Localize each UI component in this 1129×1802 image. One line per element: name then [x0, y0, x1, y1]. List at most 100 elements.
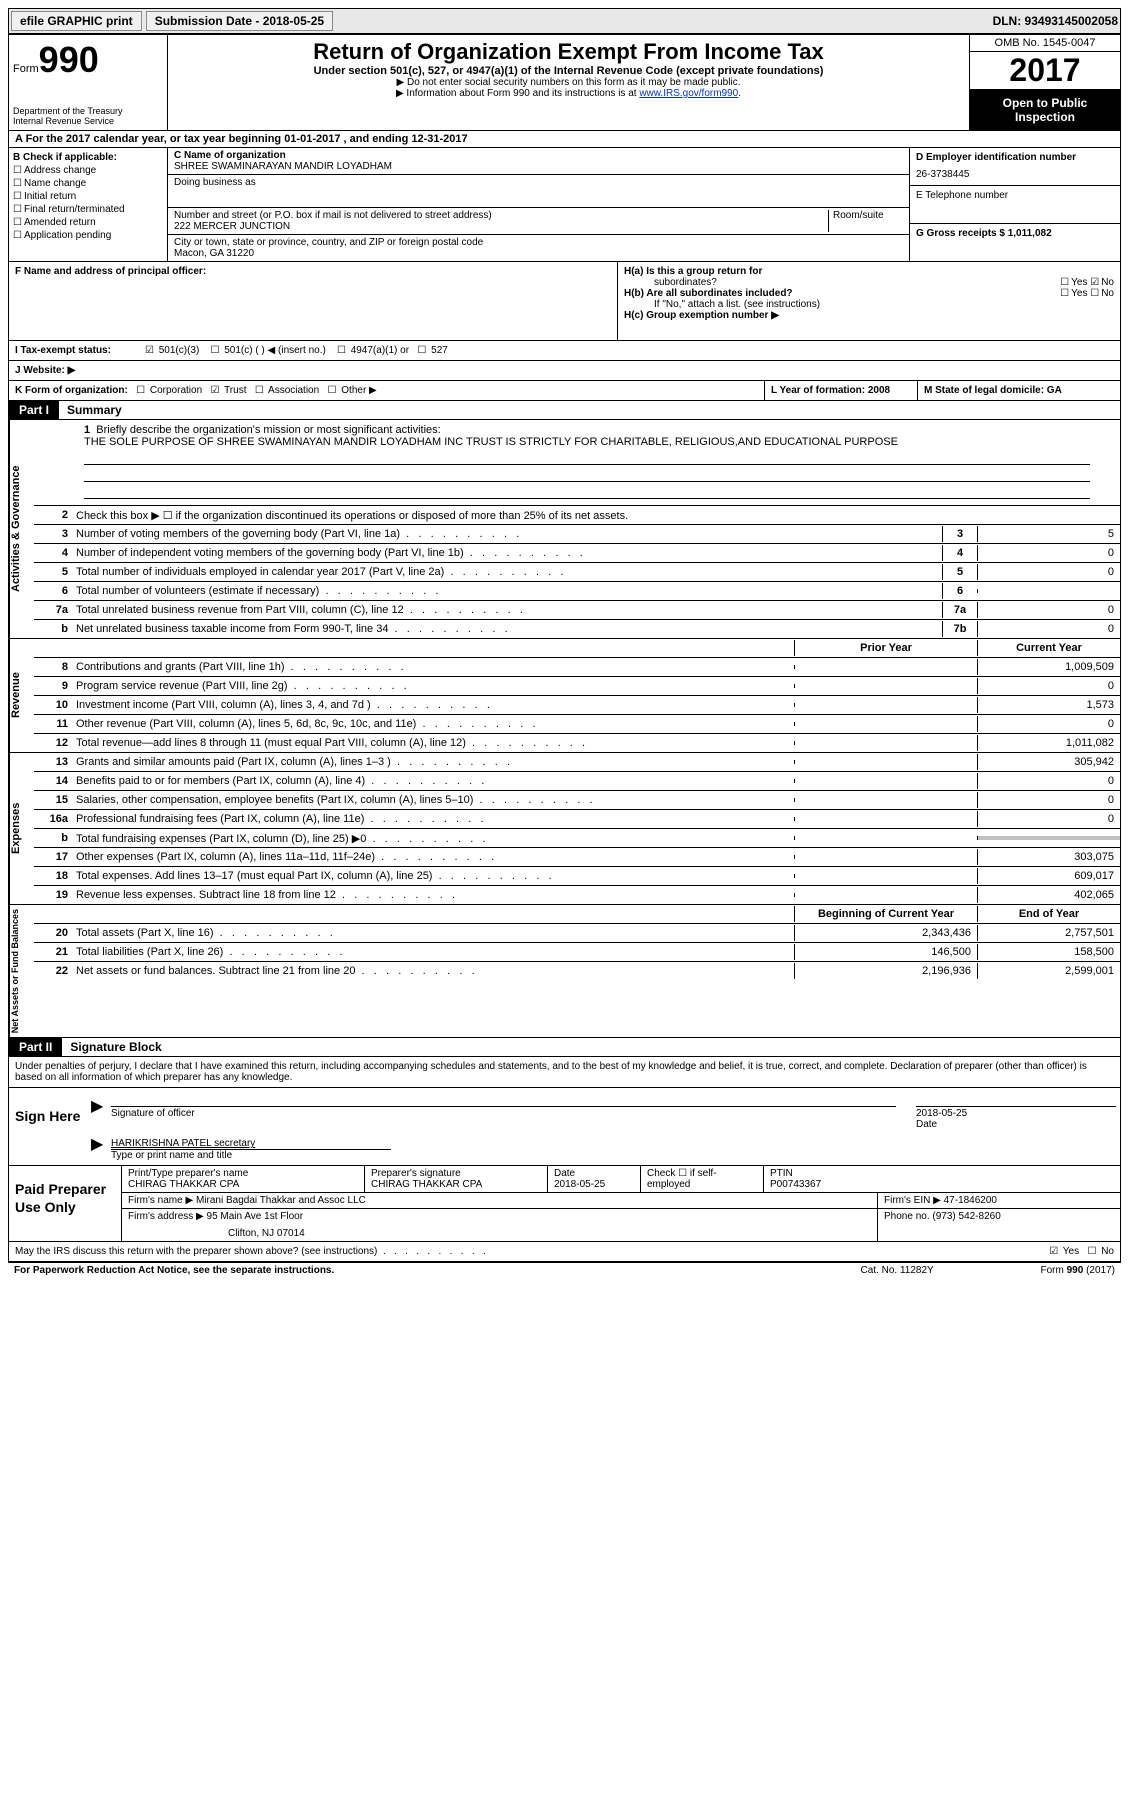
cat-no: Cat. No. 11282Y	[861, 1265, 1041, 1276]
efile-button[interactable]: efile GRAPHIC print	[11, 11, 142, 31]
table-row: 7aTotal unrelated business revenue from …	[34, 601, 1120, 620]
part-2-header: Part II Signature Block	[9, 1038, 1120, 1057]
check-final-return[interactable]: Final return/terminated	[13, 204, 163, 215]
tax-year: 2017	[970, 52, 1120, 90]
section-c: C Name of organization SHREE SWAMINARAYA…	[168, 148, 909, 261]
submission-button[interactable]: Submission Date - 2018-05-25	[146, 11, 333, 31]
ein-label: D Employer identification number	[916, 152, 1114, 163]
discuss-yes-check[interactable]	[1049, 1246, 1060, 1257]
firm-phone-label: Phone no.	[884, 1211, 930, 1222]
table-row: 3Number of voting members of the governi…	[34, 525, 1120, 544]
blank-line	[84, 450, 1090, 465]
firm-ein-label: Firm's EIN ▶	[884, 1195, 941, 1206]
self-employed-check[interactable]: Check ☐ if self-employed	[640, 1166, 763, 1192]
part-1-tag: Part I	[9, 401, 59, 419]
discuss-no-check[interactable]	[1087, 1246, 1098, 1257]
check-address-change[interactable]: Address change	[13, 165, 163, 176]
ptin-label: PTIN	[770, 1168, 1114, 1179]
section-f-label: F Name and address of principal officer:	[15, 266, 206, 277]
check-app-pending[interactable]: Application pending	[13, 230, 163, 241]
prep-date: 2018-05-25	[554, 1179, 634, 1190]
note-info: ▶ Information about Form 990 and its ins…	[396, 88, 639, 99]
firm-name: Mirani Bagdai Thakkar and Assoc LLC	[196, 1195, 366, 1206]
h-b-note: If "No," attach a list. (see instruction…	[624, 299, 1114, 310]
year-formation: L Year of formation: 2008	[771, 385, 890, 396]
check-trust[interactable]	[210, 385, 221, 396]
table-row: 9Program service revenue (Part VIII, lin…	[34, 677, 1120, 696]
check-name-change[interactable]: Name change	[13, 178, 163, 189]
blank-line	[84, 467, 1090, 482]
form-header: Form990 Department of the Treasury Inter…	[9, 35, 1120, 131]
part-2-tag: Part II	[9, 1038, 62, 1056]
section-b-title: B Check if applicable:	[13, 152, 163, 163]
telephone-label: E Telephone number	[916, 190, 1114, 201]
end-year-header: End of Year	[977, 906, 1120, 922]
table-row: 22Net assets or fund balances. Subtract …	[34, 962, 1120, 980]
check-amended[interactable]: Amended return	[13, 217, 163, 228]
ein-value: 26-3738445	[916, 169, 1114, 180]
line-1-text: Briefly describe the organization's miss…	[96, 424, 440, 436]
h-a-sub: subordinates?	[624, 277, 717, 288]
prep-name: CHIRAG THAKKAR CPA	[128, 1179, 358, 1190]
section-b: B Check if applicable: Address change Na…	[9, 148, 168, 261]
city-value: Macon, GA 31220	[174, 248, 903, 259]
omb-number: OMB No. 1545-0047	[970, 35, 1120, 52]
side-net-assets: Net Assets or Fund Balances	[9, 905, 34, 1037]
table-row: 14Benefits paid to or for members (Part …	[34, 772, 1120, 791]
firm-addr: 95 Main Ave 1st Floor	[207, 1211, 304, 1222]
form-label: Form	[13, 63, 39, 75]
check-501c[interactable]	[210, 345, 221, 356]
table-row: bNet unrelated business taxable income f…	[34, 620, 1120, 638]
ha-no-check[interactable]	[1090, 277, 1101, 288]
firm-city: Clifton, NJ 07014	[128, 1222, 871, 1239]
table-row: 19Revenue less expenses. Subtract line 1…	[34, 886, 1120, 904]
perjury-statement: Under penalties of perjury, I declare th…	[9, 1057, 1120, 1088]
section-j-label: J Website: ▶	[15, 365, 145, 376]
prior-year-header: Prior Year	[794, 640, 977, 656]
check-assoc[interactable]	[255, 385, 266, 396]
check-other[interactable]	[328, 385, 339, 396]
table-row: 11Other revenue (Part VIII, column (A), …	[34, 715, 1120, 734]
check-527[interactable]	[417, 345, 428, 356]
top-bar: efile GRAPHIC print Submission Date - 20…	[8, 8, 1121, 34]
table-row: 8Contributions and grants (Part VIII, li…	[34, 658, 1120, 677]
form-title: Return of Organization Exempt From Incom…	[176, 39, 961, 65]
table-row: 4Number of independent voting members of…	[34, 544, 1120, 563]
section-k-label: K Form of organization:	[15, 385, 128, 396]
sig-officer-label: Signature of officer	[111, 1106, 896, 1130]
ptin-value: P00743367	[770, 1179, 1114, 1190]
table-row: 17Other expenses (Part IX, column (A), l…	[34, 848, 1120, 867]
sig-date-value: 2018-05-25	[916, 1108, 967, 1119]
hb-no-check[interactable]	[1090, 288, 1101, 299]
h-a: H(a) Is this a group return for	[624, 266, 762, 277]
begin-year-header: Beginning of Current Year	[794, 906, 977, 922]
irs-link[interactable]: www.IRS.gov/form990	[639, 88, 738, 99]
check-corp[interactable]	[136, 385, 147, 396]
table-row: 21Total liabilities (Part X, line 26)146…	[34, 943, 1120, 962]
hb-yes-check[interactable]	[1060, 288, 1071, 299]
section-d: D Employer identification number 26-3738…	[909, 148, 1120, 261]
sig-date-label: Date	[916, 1119, 937, 1130]
ha-yes-check[interactable]	[1060, 277, 1071, 288]
table-row: 16aProfessional fundraising fees (Part I…	[34, 810, 1120, 829]
check-initial-return[interactable]: Initial return	[13, 191, 163, 202]
section-i-label: I Tax-exempt status:	[15, 345, 145, 356]
gross-receipts: G Gross receipts $ 1,011,082	[916, 228, 1114, 239]
org-name-label: C Name of organization	[174, 150, 903, 161]
check-4947[interactable]	[337, 345, 348, 356]
table-row: 20Total assets (Part X, line 16)2,343,43…	[34, 924, 1120, 943]
table-row: 12Total revenue—add lines 8 through 11 (…	[34, 734, 1120, 752]
side-expenses: Expenses	[9, 753, 34, 904]
sign-arrow-icon: ▶▶	[91, 1088, 107, 1165]
prep-sig: CHIRAG THAKKAR CPA	[371, 1179, 541, 1190]
table-row: bTotal fundraising expenses (Part IX, co…	[34, 829, 1120, 848]
prep-date-label: Date	[554, 1168, 634, 1179]
table-row: 15Salaries, other compensation, employee…	[34, 791, 1120, 810]
form-number: 990	[39, 39, 99, 80]
check-501c3[interactable]	[145, 345, 156, 356]
firm-addr-label: Firm's address ▶	[128, 1211, 204, 1222]
form-subtitle: Under section 501(c), 527, or 4947(a)(1)…	[176, 65, 961, 77]
h-c: H(c) Group exemption number ▶	[624, 310, 779, 321]
mission-text: THE SOLE PURPOSE OF SHREE SWAMINAYAN MAN…	[84, 436, 1090, 448]
table-row: 10Investment income (Part VIII, column (…	[34, 696, 1120, 715]
